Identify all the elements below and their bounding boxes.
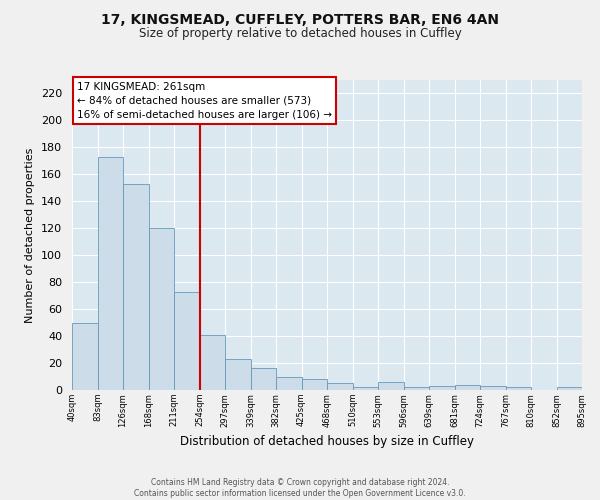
Bar <box>199 334 225 390</box>
Bar <box>480 386 505 390</box>
Text: 17 KINGSMEAD: 261sqm
← 84% of detached houses are smaller (573)
16% of semi-deta: 17 KINGSMEAD: 261sqm ← 84% of detached h… <box>77 82 332 120</box>
Bar <box>557 388 582 390</box>
Bar <box>251 368 276 390</box>
Bar <box>505 388 531 390</box>
Bar <box>72 322 97 390</box>
Bar <box>276 376 302 390</box>
Bar <box>302 379 327 390</box>
Bar <box>378 382 404 390</box>
Bar <box>174 292 199 390</box>
Bar <box>455 384 480 390</box>
Bar <box>149 228 174 390</box>
Bar <box>404 388 429 390</box>
Bar <box>353 388 378 390</box>
Bar <box>429 386 455 390</box>
Bar <box>225 359 251 390</box>
Text: 17, KINGSMEAD, CUFFLEY, POTTERS BAR, EN6 4AN: 17, KINGSMEAD, CUFFLEY, POTTERS BAR, EN6… <box>101 12 499 26</box>
Text: Contains HM Land Registry data © Crown copyright and database right 2024.
Contai: Contains HM Land Registry data © Crown c… <box>134 478 466 498</box>
Bar <box>123 184 149 390</box>
Bar <box>97 157 123 390</box>
X-axis label: Distribution of detached houses by size in Cuffley: Distribution of detached houses by size … <box>180 435 474 448</box>
Bar <box>327 384 353 390</box>
Y-axis label: Number of detached properties: Number of detached properties <box>25 148 35 322</box>
Text: Size of property relative to detached houses in Cuffley: Size of property relative to detached ho… <box>139 28 461 40</box>
